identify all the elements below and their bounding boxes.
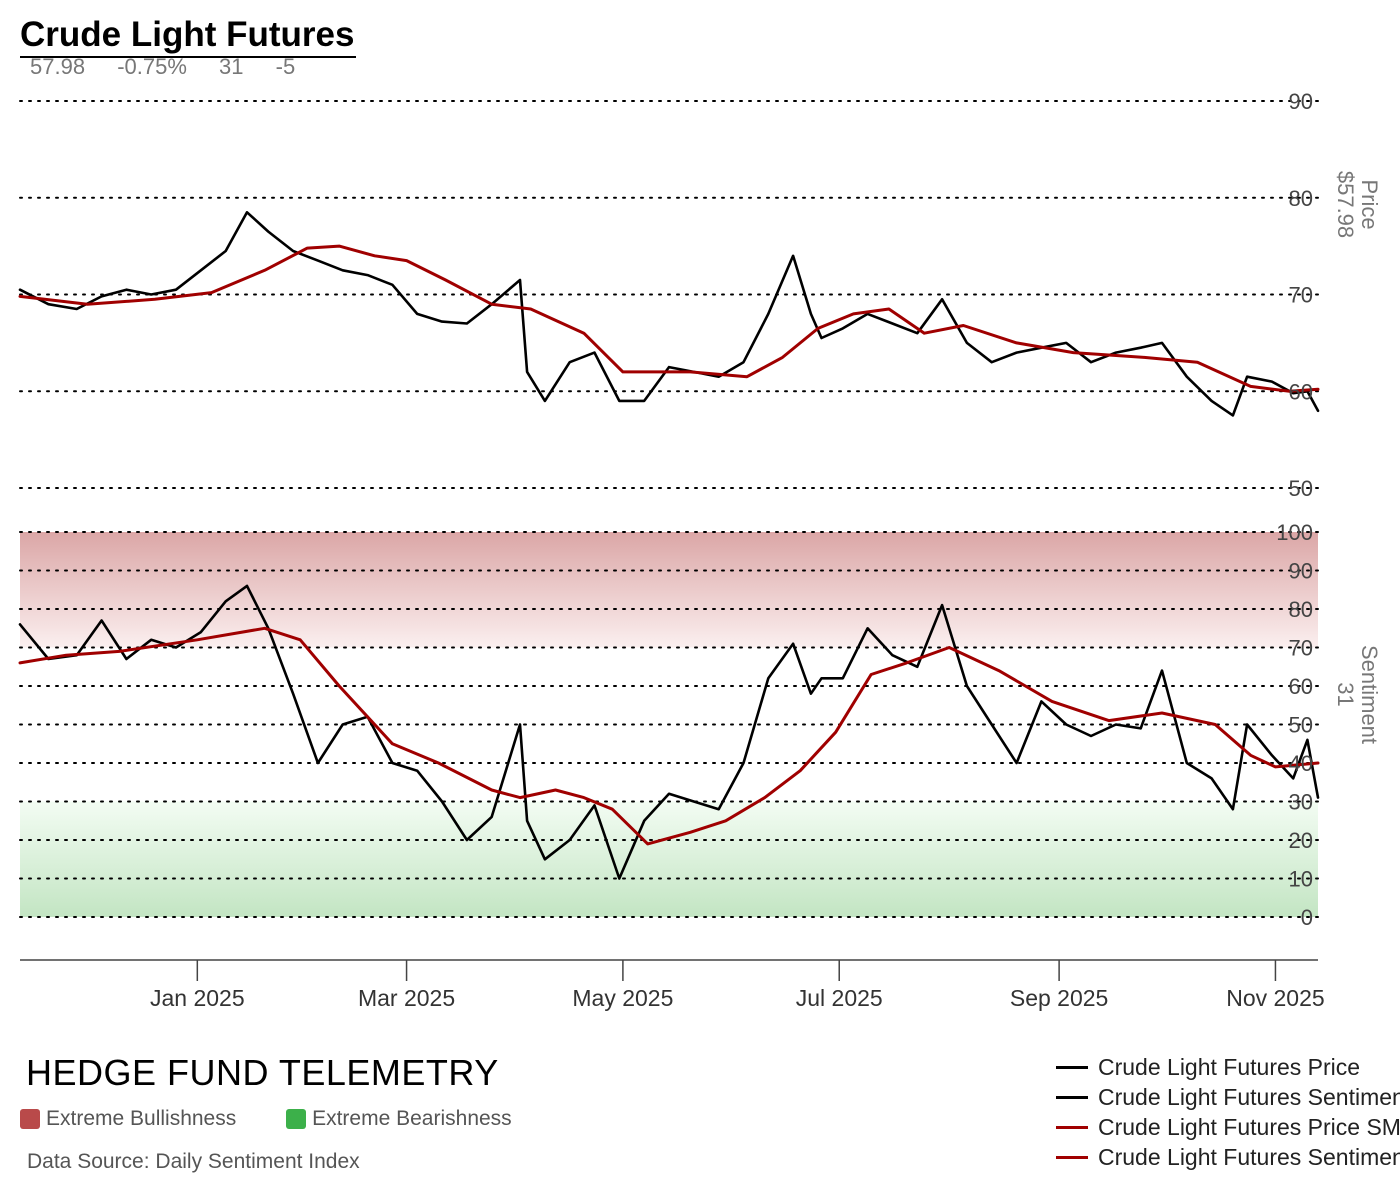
- sentiment-change: -5: [276, 54, 296, 79]
- x-tick-label: Nov 2025: [1226, 985, 1324, 1011]
- sentiment-y-tick-label: 20: [1289, 828, 1313, 853]
- price-y-tick-label: 60: [1289, 379, 1313, 404]
- sentiment-last-value: 31: [1333, 682, 1358, 706]
- sentiment-y-tick-label: 100: [1276, 520, 1313, 545]
- sentiment-y-tick-label: 10: [1289, 867, 1313, 892]
- price-y-tick-label: 90: [1289, 89, 1313, 114]
- price-last-value: $57.98: [1333, 171, 1358, 238]
- x-tick-label: Sep 2025: [1010, 985, 1108, 1011]
- legend-item-sentiment[interactable]: Crude Light Futures Sentiment: [1056, 1082, 1400, 1112]
- legend-label: Crude Light Futures Price SMA: [1098, 1114, 1400, 1141]
- sentiment-y-tick-label: 90: [1289, 559, 1313, 584]
- x-tick-label: Jul 2025: [796, 985, 883, 1011]
- price-y-tick-label: 70: [1289, 283, 1313, 308]
- bearish-swatch: [286, 1109, 306, 1129]
- quote-stats: 57.98 -0.75% 31 -5: [30, 54, 321, 80]
- legend-label: Extreme Bearishness: [312, 1107, 512, 1131]
- legend-label: Crude Light Futures Sentiment: [1098, 1084, 1400, 1111]
- zone-legend: Extreme Bullishness Extreme Bearishness: [20, 1107, 556, 1135]
- legend-label: Extreme Bullishness: [46, 1107, 236, 1131]
- line-swatch: [1056, 1156, 1088, 1159]
- extreme-bullish-zone: [20, 532, 1318, 648]
- last-sentiment: 31: [219, 54, 243, 79]
- extreme-bearish-zone: [20, 802, 1318, 918]
- x-tick-label: May 2025: [572, 985, 673, 1011]
- price-y-tick-label: 80: [1289, 186, 1313, 211]
- price-axis-label: Price: [1357, 179, 1382, 229]
- price-sma-line: [20, 246, 1318, 391]
- line-swatch: [1056, 1126, 1088, 1129]
- price-change: -0.75%: [117, 54, 187, 79]
- page-title: Crude Light Futures: [20, 14, 356, 58]
- price-axis-title: Price$57.98: [1333, 171, 1382, 238]
- sentiment-y-tick-label: 30: [1289, 790, 1313, 815]
- legend-item-price[interactable]: Crude Light Futures Price: [1056, 1052, 1400, 1082]
- x-tick-label: Mar 2025: [358, 985, 455, 1011]
- sentiment-y-tick-label: 0: [1301, 905, 1313, 930]
- legend-extreme-bearishness: Extreme Bearishness: [286, 1107, 512, 1131]
- sentiment-axis-label: Sentiment: [1357, 645, 1382, 744]
- legend-item-price-sma[interactable]: Crude Light Futures Price SMA: [1056, 1112, 1400, 1142]
- price-line: [20, 212, 1318, 415]
- bullish-swatch: [20, 1109, 40, 1129]
- x-tick-label: Jan 2025: [150, 985, 245, 1011]
- line-swatch: [1056, 1096, 1088, 1099]
- legend-label: Crude Light Futures Sentiment SMA: [1098, 1144, 1400, 1171]
- price-y-tick-label: 50: [1289, 476, 1313, 501]
- sentiment-y-tick-label: 40: [1289, 751, 1313, 776]
- last-price: 57.98: [30, 54, 85, 79]
- legend-extreme-bullishness: Extreme Bullishness: [20, 1107, 236, 1131]
- sentiment-y-tick-label: 50: [1289, 713, 1313, 738]
- series-legend: Crude Light Futures Price Crude Light Fu…: [1056, 1052, 1400, 1172]
- line-swatch: [1056, 1066, 1088, 1069]
- sentiment-y-tick-label: 70: [1289, 636, 1313, 661]
- sentiment-y-tick-label: 60: [1289, 674, 1313, 699]
- data-source: Data Source: Daily Sentiment Index: [27, 1150, 360, 1174]
- sentiment-y-tick-label: 80: [1289, 597, 1313, 622]
- brand-logo-text: HEDGE FUND TELEMETRY: [26, 1052, 499, 1094]
- legend-label: Crude Light Futures Price: [1098, 1054, 1360, 1081]
- legend-item-sentiment-sma[interactable]: Crude Light Futures Sentiment SMA: [1056, 1142, 1400, 1172]
